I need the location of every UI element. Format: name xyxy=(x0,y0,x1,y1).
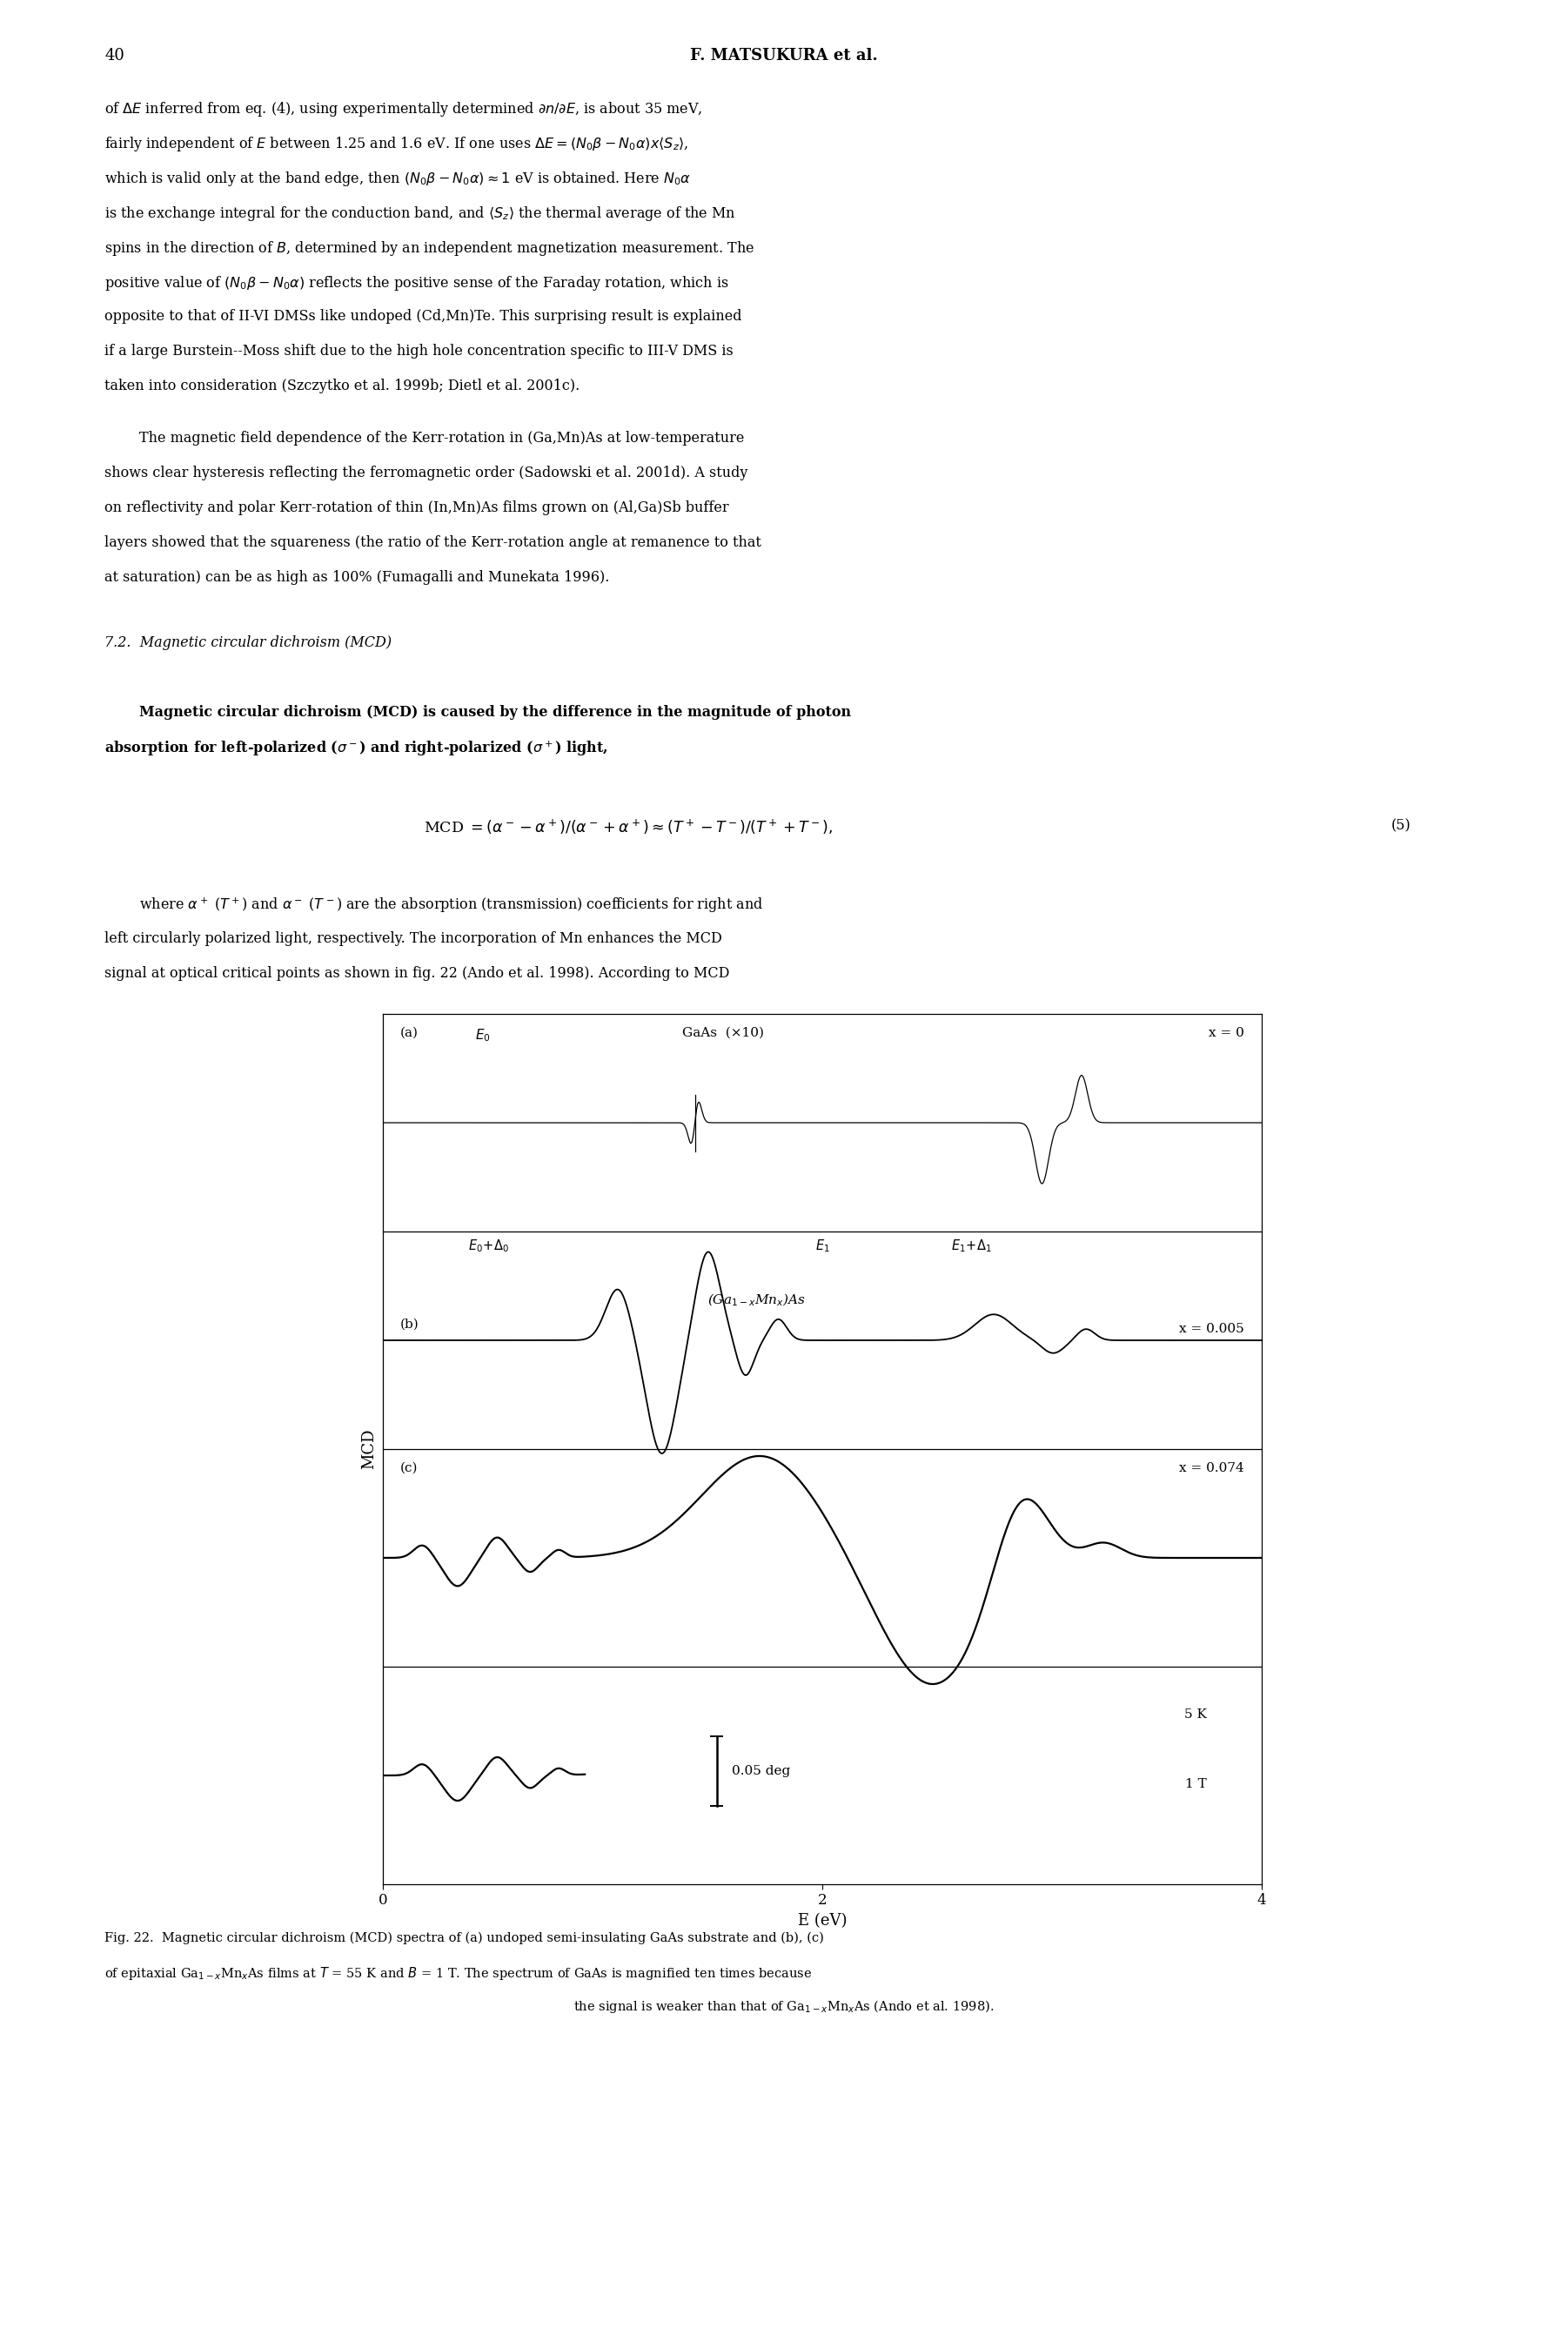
Text: (a): (a) xyxy=(400,1027,419,1038)
Text: spins in the direction of $B$, determined by an independent magnetization measur: spins in the direction of $B$, determine… xyxy=(105,240,754,258)
Text: 5 K: 5 K xyxy=(1184,1708,1207,1719)
Text: if a large Burstein--Moss shift due to the high hole concentration specific to I: if a large Burstein--Moss shift due to t… xyxy=(105,343,734,359)
Text: x = 0: x = 0 xyxy=(1209,1027,1243,1038)
Text: on reflectivity and polar Kerr-rotation of thin (In,Mn)As films grown on (Al,Ga): on reflectivity and polar Kerr-rotation … xyxy=(105,500,729,514)
X-axis label: E (eV): E (eV) xyxy=(798,1912,847,1929)
Text: signal at optical critical points as shown in fig. 22 (Ando et al. 1998). Accord: signal at optical critical points as sho… xyxy=(105,965,729,982)
Text: $\it{E}_0\!+\!\Delta_0$: $\it{E}_0\!+\!\Delta_0$ xyxy=(467,1238,510,1254)
Text: (Ga$_{1-x}$Mn$_{x}$)As: (Ga$_{1-x}$Mn$_{x}$)As xyxy=(707,1292,806,1308)
Text: which is valid only at the band edge, then $(N_0\beta - N_0\alpha) \approx 1$ eV: which is valid only at the band edge, th… xyxy=(105,169,691,188)
Text: (b): (b) xyxy=(400,1318,419,1332)
Text: x = 0.074: x = 0.074 xyxy=(1179,1461,1243,1475)
Text: layers showed that the squareness (the ratio of the Kerr-rotation angle at reman: layers showed that the squareness (the r… xyxy=(105,536,762,550)
Text: (c): (c) xyxy=(400,1461,419,1475)
Text: 40: 40 xyxy=(105,47,124,63)
Text: 1 T: 1 T xyxy=(1185,1778,1207,1790)
Text: $\it{E}_0$: $\it{E}_0$ xyxy=(475,1027,491,1043)
Text: $\it{E}_1$: $\it{E}_1$ xyxy=(815,1238,829,1254)
Text: Magnetic circular dichroism (MCD) is caused by the difference in the magnitude o: Magnetic circular dichroism (MCD) is cau… xyxy=(140,705,851,719)
Text: of $\Delta E$ inferred from eq. (4), using experimentally determined $\partial n: of $\Delta E$ inferred from eq. (4), usi… xyxy=(105,101,702,117)
Text: where $\alpha^+$ ($T^+$) and $\alpha^-$ ($T^-$) are the absorption (transmission: where $\alpha^+$ ($T^+$) and $\alpha^-$ … xyxy=(140,897,764,916)
Text: Fig. 22.  Magnetic circular dichroism (MCD) spectra of (a) undoped semi-insulati: Fig. 22. Magnetic circular dichroism (MC… xyxy=(105,1933,823,1945)
Y-axis label: MCD: MCD xyxy=(361,1428,376,1470)
Text: positive value of $(N_0\beta - N_0\alpha)$ reflects the positive sense of the Fa: positive value of $(N_0\beta - N_0\alpha… xyxy=(105,275,729,291)
Text: opposite to that of II-VI DMSs like undoped (Cd,Mn)Te. This surprising result is: opposite to that of II-VI DMSs like undo… xyxy=(105,310,742,324)
Text: GaAs  (×10): GaAs (×10) xyxy=(682,1027,764,1038)
Text: is the exchange integral for the conduction band, and $\langle S_z\rangle$ the t: is the exchange integral for the conduct… xyxy=(105,204,735,223)
Text: fairly independent of $E$ between 1.25 and 1.6 eV. If one uses $\Delta E = (N_0\: fairly independent of $E$ between 1.25 a… xyxy=(105,134,688,153)
Text: taken into consideration (Szczytko et al. 1999b; Dietl et al. 2001c).: taken into consideration (Szczytko et al… xyxy=(105,378,580,392)
Text: 7.2.  Magnetic circular dichroism (MCD): 7.2. Magnetic circular dichroism (MCD) xyxy=(105,634,392,651)
Text: 0.05 deg: 0.05 deg xyxy=(732,1764,790,1778)
Text: MCD $= (\alpha^- - \alpha^+)/(\alpha^- + \alpha^+) \approx (T^+ - T^-)/(T^+ + T^: MCD $= (\alpha^- - \alpha^+)/(\alpha^- +… xyxy=(423,817,833,836)
Text: at saturation) can be as high as 100% (Fumagalli and Munekata 1996).: at saturation) can be as high as 100% (F… xyxy=(105,571,610,585)
Text: absorption for left-polarized ($\sigma^-$) and right-polarized ($\sigma^+$) ligh: absorption for left-polarized ($\sigma^-… xyxy=(105,740,608,759)
Text: left circularly polarized light, respectively. The incorporation of Mn enhances : left circularly polarized light, respect… xyxy=(105,930,721,947)
Text: $\it{E}_1\!+\!\Delta_1$: $\it{E}_1\!+\!\Delta_1$ xyxy=(952,1238,993,1254)
Text: (5): (5) xyxy=(1391,817,1411,834)
Text: The magnetic field dependence of the Kerr-rotation in (Ga,Mn)As at low-temperatu: The magnetic field dependence of the Ker… xyxy=(140,430,745,446)
Text: F. MATSUKURA et al.: F. MATSUKURA et al. xyxy=(690,47,878,63)
Text: shows clear hysteresis reflecting the ferromagnetic order (Sadowski et al. 2001d: shows clear hysteresis reflecting the fe… xyxy=(105,465,748,482)
Text: of epitaxial Ga$_{1-x}$Mn$_x$As films at $T$ = 55 K and $B$ = 1 T. The spectrum : of epitaxial Ga$_{1-x}$Mn$_x$As films at… xyxy=(105,1966,812,1983)
Text: x = 0.005: x = 0.005 xyxy=(1179,1322,1243,1334)
Text: the signal is weaker than that of Ga$_{1-x}$Mn$_x$As (Ando et al. 1998).: the signal is weaker than that of Ga$_{1… xyxy=(574,1999,994,2015)
